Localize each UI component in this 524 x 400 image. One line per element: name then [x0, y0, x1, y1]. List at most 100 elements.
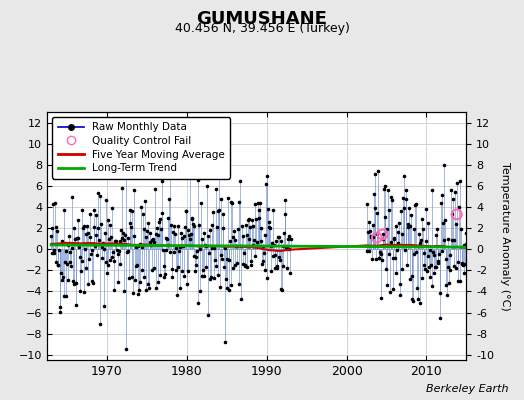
Point — [228, 234, 237, 240]
Point — [433, 260, 442, 266]
Point — [216, 252, 225, 258]
Point — [379, 231, 387, 237]
Point — [147, 237, 156, 243]
Point — [411, 202, 419, 208]
Point — [92, 232, 101, 238]
Point — [268, 253, 277, 260]
Point — [109, 248, 117, 255]
Point — [418, 216, 427, 222]
Point — [258, 261, 266, 267]
Point — [128, 208, 137, 214]
Point — [227, 282, 236, 288]
Point — [283, 265, 291, 272]
Point — [458, 259, 466, 266]
Point — [384, 186, 392, 193]
Point — [193, 177, 202, 184]
Point — [241, 262, 249, 268]
Point — [255, 207, 263, 213]
Point — [182, 207, 190, 214]
Point — [209, 274, 217, 281]
Point — [272, 262, 281, 269]
Point — [50, 247, 59, 253]
Point — [63, 261, 71, 268]
Point — [416, 240, 424, 246]
Point — [203, 232, 212, 239]
Point — [456, 277, 465, 284]
Point — [80, 289, 88, 295]
Point — [417, 237, 425, 244]
Point — [71, 236, 79, 242]
Point — [423, 220, 432, 226]
Point — [365, 248, 374, 254]
Text: GUMUSHANE: GUMUSHANE — [196, 10, 328, 28]
Point — [221, 339, 230, 345]
Point — [95, 237, 103, 243]
Point — [221, 244, 229, 251]
Point — [226, 238, 234, 244]
Point — [205, 250, 213, 256]
Point — [179, 272, 188, 279]
Point — [215, 207, 224, 214]
Point — [453, 211, 461, 218]
Point — [392, 270, 401, 277]
Point — [174, 223, 182, 229]
Point — [446, 267, 455, 274]
Point — [366, 228, 374, 234]
Point — [380, 214, 389, 220]
Point — [199, 230, 208, 236]
Point — [218, 256, 226, 262]
Point — [457, 226, 465, 232]
Point — [447, 211, 456, 217]
Point — [88, 278, 96, 284]
Point — [80, 223, 89, 229]
Point — [129, 233, 138, 240]
Point — [376, 248, 384, 255]
Point — [235, 281, 244, 288]
Point — [66, 259, 74, 265]
Point — [450, 263, 458, 270]
Point — [381, 183, 389, 189]
Point — [52, 259, 61, 266]
Point — [223, 285, 232, 291]
Point — [278, 286, 286, 293]
Point — [139, 211, 147, 217]
Point — [144, 220, 152, 226]
Point — [208, 222, 216, 228]
Point — [189, 221, 197, 227]
Point — [83, 230, 92, 236]
Point — [149, 236, 157, 242]
Point — [206, 274, 215, 281]
Point — [405, 205, 413, 212]
Point — [447, 187, 455, 193]
Point — [198, 273, 206, 280]
Point — [398, 230, 406, 237]
Point — [57, 270, 66, 276]
Point — [437, 200, 445, 206]
Point — [146, 239, 155, 245]
Point — [167, 266, 176, 272]
Point — [134, 290, 142, 297]
Point — [243, 264, 252, 270]
Point — [100, 303, 108, 309]
Point — [383, 281, 391, 288]
Point — [403, 221, 412, 227]
Point — [51, 200, 59, 206]
Point — [82, 265, 90, 271]
Point — [256, 200, 264, 206]
Point — [163, 215, 172, 222]
Point — [126, 220, 135, 226]
Point — [267, 268, 276, 274]
Point — [122, 167, 130, 173]
Text: Berkeley Earth: Berkeley Earth — [426, 384, 508, 394]
Point — [78, 207, 86, 213]
Point — [154, 232, 162, 238]
Point — [422, 238, 430, 244]
Point — [282, 243, 291, 249]
Point — [280, 230, 288, 236]
Point — [384, 207, 392, 214]
Point — [105, 257, 114, 263]
Point — [388, 286, 397, 292]
Point — [246, 224, 254, 230]
Point — [53, 262, 62, 268]
Point — [228, 200, 236, 206]
